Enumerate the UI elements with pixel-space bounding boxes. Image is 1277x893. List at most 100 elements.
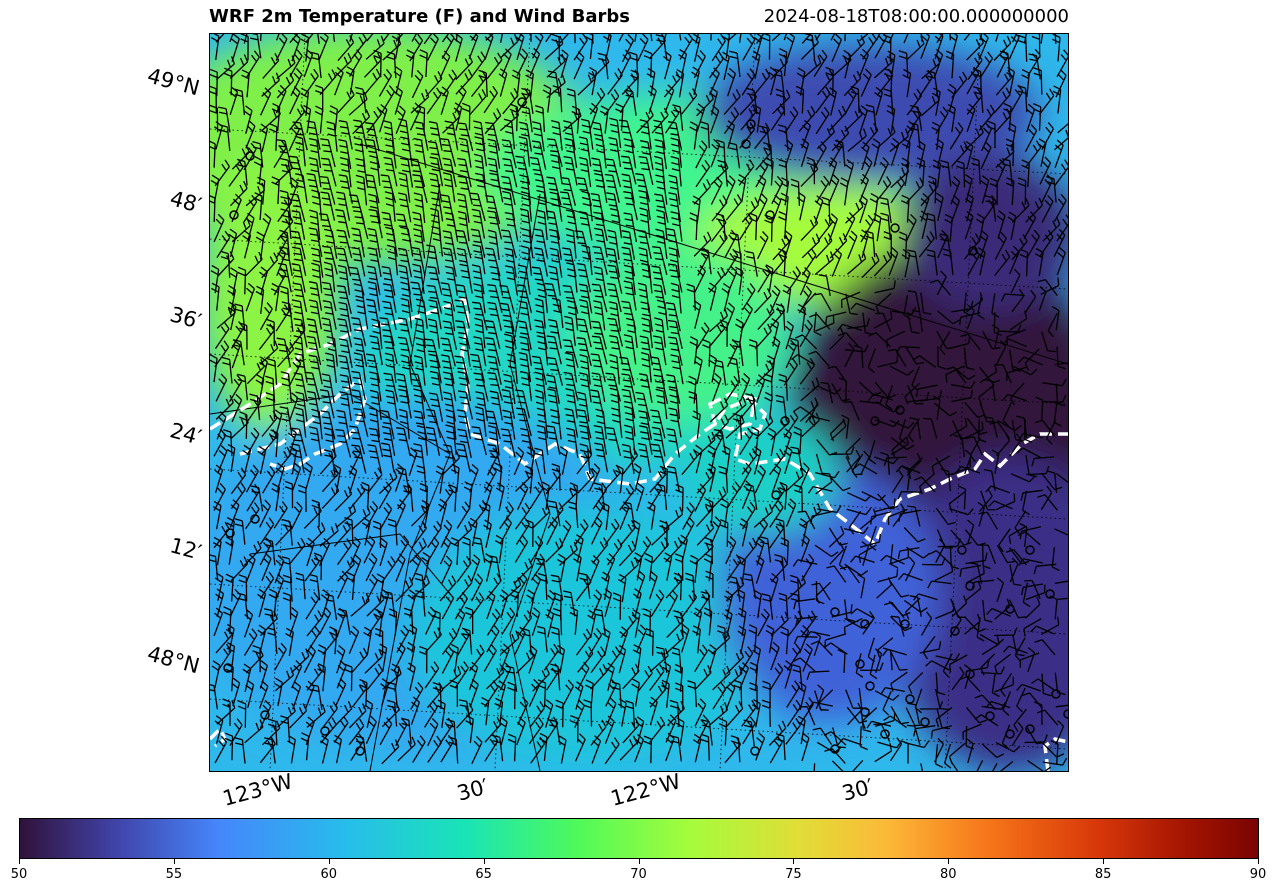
wind-barb: [797, 303, 806, 333]
wind-barb: [472, 244, 486, 275]
wind-barb: [574, 699, 585, 728]
wind-barb: [442, 230, 457, 260]
wind-barb: [221, 356, 233, 384]
wind-barb: [320, 410, 336, 440]
wind-barb: [1016, 683, 1041, 692]
wind-barb: [792, 664, 803, 691]
wind-barb: [355, 735, 368, 762]
wind-barb: [369, 335, 383, 366]
wind-barb: [566, 427, 579, 458]
wind-barb: [846, 449, 861, 473]
wind-barb: [309, 209, 321, 241]
wind-barb: [563, 155, 578, 186]
wind-barb: [778, 48, 788, 77]
wind-barb: [901, 248, 911, 278]
wind-barb: [771, 34, 781, 42]
wind-barb: [649, 716, 666, 743]
wind-barb: [344, 663, 353, 692]
wind-barb: [796, 67, 806, 96]
wind-barb: [668, 336, 683, 366]
wind-barb: [348, 465, 358, 494]
wind-barb: [1046, 470, 1058, 494]
wind-barb: [655, 388, 668, 420]
wind-barb: [814, 251, 834, 276]
wind-barb: [530, 34, 532, 42]
wind-barb: [966, 738, 974, 764]
calm-circle: [225, 528, 235, 538]
wind-barb: [502, 158, 518, 188]
wind-barb: [244, 502, 260, 530]
wind-barb: [595, 408, 607, 440]
wind-barb: [778, 158, 788, 187]
wind-barb: [907, 702, 921, 725]
wind-barb: [280, 208, 292, 240]
wind-barb: [929, 550, 952, 565]
wind-barb: [805, 415, 830, 423]
wind-barb: [534, 319, 548, 350]
wind-barb: [791, 354, 816, 366]
wind-barb: [837, 737, 863, 746]
temperature-map[interactable]: [210, 34, 1068, 771]
wind-barb: [252, 644, 261, 673]
wind-barb: [602, 34, 612, 60]
wind-barb: [681, 448, 698, 476]
wind-barb: [1025, 455, 1038, 478]
wind-barb: [397, 467, 410, 494]
wind-barb: [321, 483, 340, 509]
wind-barb: [940, 159, 952, 187]
wind-barb: [653, 119, 666, 150]
wind-barb: [423, 34, 433, 45]
wind-barb: [432, 681, 442, 710]
wind-barb: [907, 249, 920, 276]
wind-barb: [1030, 625, 1055, 635]
wind-barb: [217, 445, 228, 474]
wind-barb: [608, 301, 621, 332]
wind-barb: [844, 599, 855, 622]
wind-barb: [900, 157, 910, 186]
wind-barb: [521, 106, 533, 133]
wind-barb: [897, 546, 920, 560]
wind-barb: [828, 475, 851, 492]
wind-barb: [694, 264, 706, 293]
wind-barb: [367, 227, 381, 258]
map-panel[interactable]: [209, 33, 1069, 772]
wind-barb: [410, 281, 426, 311]
wind-barb: [624, 424, 636, 456]
wind-barb: [964, 616, 987, 633]
wind-barb: [696, 520, 715, 546]
wind-barb: [734, 266, 744, 295]
wind-barb: [860, 450, 870, 476]
wind-barb: [252, 140, 264, 168]
wind-barb: [364, 649, 383, 674]
colorbar-tick-mark: [948, 859, 950, 864]
wind-barb: [640, 140, 654, 170]
wind-barb: [426, 87, 442, 115]
wind-barb: [564, 315, 576, 347]
wind-barb: [259, 356, 268, 386]
wind-barb: [874, 690, 900, 701]
wind-barb: [253, 156, 263, 185]
wind-barb: [557, 735, 567, 764]
wind-barb: [707, 282, 717, 311]
wind-barb: [925, 660, 950, 671]
wind-barb: [995, 363, 1012, 384]
wind-barb: [583, 699, 593, 727]
wind-barb: [534, 447, 546, 475]
wind-barb: [215, 588, 225, 617]
wind-barb: [742, 34, 756, 61]
wind-barb: [280, 285, 290, 313]
wind-barb: [290, 230, 306, 260]
wind-barb: [589, 554, 600, 584]
wind-barb: [909, 104, 923, 132]
wind-barb: [427, 735, 442, 763]
wind-barb: [353, 352, 367, 383]
wind-barb: [381, 85, 395, 113]
wind-barb: [663, 71, 681, 98]
wind-barb: [468, 661, 479, 691]
wind-barb: [809, 313, 831, 330]
wind-barb: [264, 538, 276, 566]
wind-barb: [786, 266, 802, 294]
wind-barb: [689, 336, 699, 365]
wind-barb: [688, 375, 697, 404]
wind-barb: [853, 344, 864, 368]
